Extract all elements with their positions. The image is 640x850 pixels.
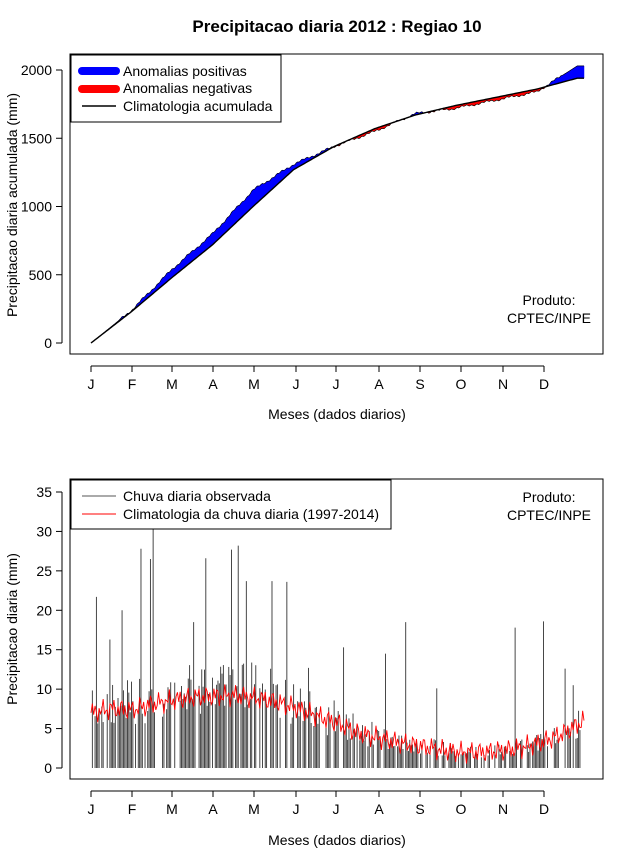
top-x-tick-label: D xyxy=(539,376,549,392)
bottom-x-tick-label: A xyxy=(374,801,384,817)
bottom-y-axis: 0 5 10 15 20 25 30 35 xyxy=(36,484,63,776)
bottom-y-tick-label: 20 xyxy=(36,602,52,618)
legend-climatology-daily-label: Climatologia da chuva diaria (1997-2014) xyxy=(123,506,379,522)
bottom-legend-box xyxy=(70,479,392,530)
bottom-x-tick-label: A xyxy=(208,801,218,817)
top-y-tick-label: 2000 xyxy=(21,62,52,78)
top-annotation-cptec: CPTEC/INPE xyxy=(507,310,591,326)
top-plot-frame xyxy=(69,53,604,355)
top-x-tick-label: J xyxy=(88,376,95,392)
bottom-x-tick-label: N xyxy=(498,801,508,817)
bottom-y-tick-label: 0 xyxy=(44,760,52,776)
bottom-x-tick-label: M xyxy=(248,801,260,817)
negative-anomaly-area xyxy=(332,85,547,148)
bottom-x-tick-label: S xyxy=(415,801,424,817)
top-y-axis-label: Precipitacao diaria acumulada (mm) xyxy=(4,93,20,317)
bottom-y-tick-label: 15 xyxy=(36,642,52,658)
bottom-x-tick-label: J xyxy=(333,801,340,817)
bottom-y-tick-label: 25 xyxy=(36,563,52,579)
top-x-tick-label: F xyxy=(128,376,137,392)
bottom-y-tick-label: 30 xyxy=(36,523,52,539)
top-x-tick-label: O xyxy=(456,376,467,392)
bottom-legend: Chuva diaria observada Climatologia da c… xyxy=(70,479,392,530)
bottom-plot-frame xyxy=(69,478,604,780)
anomaly-areas xyxy=(90,65,585,344)
bottom-y-tick-label: 5 xyxy=(44,721,52,737)
climatology-accumulated-line xyxy=(90,77,584,344)
legend-negative-label: Anomalias negativas xyxy=(123,80,252,96)
top-x-tick-label: J xyxy=(293,376,300,392)
legend-climatology-label: Climatologia acumulada xyxy=(123,98,273,114)
top-y-tick-label: 1000 xyxy=(21,199,52,215)
top-y-tick-label: 1500 xyxy=(21,130,52,146)
legend-observed-label: Chuva diaria observada xyxy=(123,488,271,504)
top-legend: Anomalias positivas Anomalias negativas … xyxy=(70,54,282,123)
top-y-tick-label: 500 xyxy=(29,267,53,283)
bottom-annotation-cptec: CPTEC/INPE xyxy=(507,507,591,523)
accumulated-chart: 0 500 1000 1500 2000 J F M A M J J A S O N D Meses (dad… xyxy=(4,53,604,422)
daily-bars xyxy=(91,527,581,768)
top-y-axis: 0 500 1000 1500 2000 xyxy=(21,62,63,351)
top-x-tick-label: A xyxy=(374,376,384,392)
bottom-x-axis-label: Meses (dados diarios) xyxy=(268,832,406,848)
bottom-x-tick-label: D xyxy=(539,801,549,817)
bottom-y-axis-label: Precipitacao diaria (mm) xyxy=(4,553,20,705)
top-x-tick-label: S xyxy=(415,376,424,392)
bottom-annotation-produto: Produto: xyxy=(523,489,576,505)
chart-title: Precipitacao diaria 2012 : Regiao 10 xyxy=(192,17,481,36)
top-x-tick-label: A xyxy=(208,376,218,392)
daily-chart: 0 5 10 15 20 25 30 35 J F M A M J J A S O N D Meses (dados… xyxy=(4,478,604,848)
top-y-tick-label: 0 xyxy=(44,335,52,351)
top-x-tick-label: M xyxy=(248,376,260,392)
daily-climatology-line xyxy=(90,684,585,764)
bottom-x-tick-label: J xyxy=(88,801,95,817)
bottom-x-tick-label: F xyxy=(128,801,137,817)
bottom-x-tick-label: J xyxy=(293,801,300,817)
bottom-x-tick-label: O xyxy=(456,801,467,817)
top-x-tick-label: M xyxy=(166,376,178,392)
top-x-tick-label: J xyxy=(333,376,340,392)
bottom-y-tick-label: 35 xyxy=(36,484,52,500)
legend-positive-label: Anomalias positivas xyxy=(123,63,247,79)
top-x-axis-label: Meses (dados diarios) xyxy=(268,406,406,422)
bottom-y-tick-label: 10 xyxy=(36,681,52,697)
top-annotation-produto: Produto: xyxy=(523,292,576,308)
bottom-x-tick-label: M xyxy=(166,801,178,817)
top-x-tick-label: N xyxy=(498,376,508,392)
